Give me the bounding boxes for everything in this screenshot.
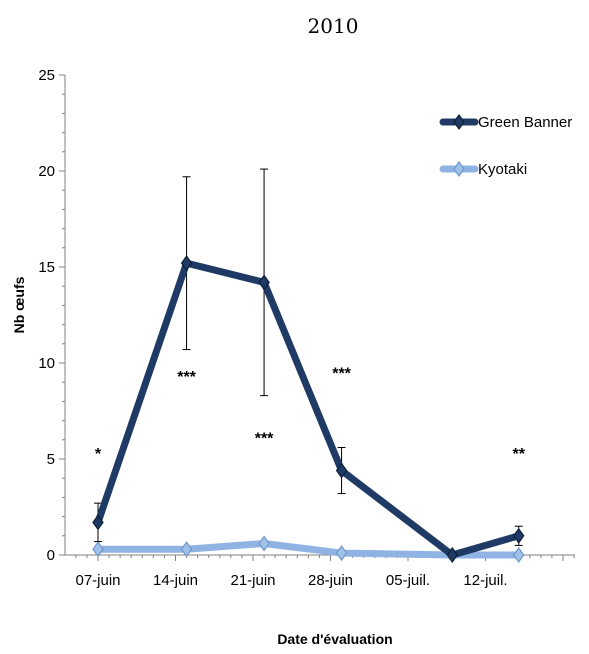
x-tick-label: 05-juil. bbox=[386, 572, 430, 589]
chart-title: 2010 bbox=[308, 14, 359, 38]
data-point-marker bbox=[180, 541, 193, 558]
legend-swatch-marker bbox=[453, 160, 465, 178]
x-tick-label: 28-juin bbox=[308, 572, 353, 589]
series-lines bbox=[92, 168, 525, 564]
data-point-marker bbox=[446, 546, 459, 564]
significance-label: * bbox=[95, 446, 102, 463]
data-point-marker bbox=[92, 514, 104, 531]
y-tick-label: 0 bbox=[47, 547, 55, 564]
x-tick-label: 07-juin bbox=[75, 572, 120, 589]
legend-swatch-marker bbox=[453, 113, 465, 131]
significance-label: ** bbox=[512, 446, 525, 463]
data-point-marker bbox=[180, 255, 193, 272]
significance-label: *** bbox=[332, 365, 351, 382]
y-tick-label: 5 bbox=[47, 451, 55, 468]
y-tick-label: 10 bbox=[38, 355, 55, 372]
data-point-marker bbox=[512, 527, 525, 544]
data-point-marker bbox=[258, 535, 270, 552]
legend: Green Banner Kyotaki bbox=[439, 113, 572, 178]
y-axis-label: Nb œufs bbox=[11, 276, 27, 333]
x-tick-labels: 07-juin 14-juin 21-juin 28-juin 05-juil. 12-j… bbox=[75, 572, 507, 589]
series-green-banner bbox=[92, 168, 525, 564]
y-tick-labels: 0 5 10 15 20 25 bbox=[38, 67, 55, 564]
significance-annotations: ************ bbox=[95, 365, 526, 463]
axes bbox=[59, 74, 575, 561]
legend-label: Green Banner bbox=[478, 114, 572, 131]
data-point-marker bbox=[92, 541, 104, 558]
significance-label: *** bbox=[255, 431, 274, 448]
x-tick-label: 12-juil. bbox=[463, 572, 507, 589]
x-tick-label: 21-juin bbox=[230, 572, 275, 589]
y-tick-label: 25 bbox=[38, 67, 55, 84]
legend-label: Kyotaki bbox=[478, 161, 527, 178]
x-tick-label: 14-juin bbox=[153, 572, 198, 589]
data-point-marker bbox=[335, 462, 348, 479]
series-line bbox=[94, 259, 523, 559]
y-tick-label: 15 bbox=[38, 259, 55, 276]
significance-label: *** bbox=[177, 369, 196, 386]
x-axis-label: Date d'évaluation bbox=[277, 631, 392, 647]
data-point-marker bbox=[335, 545, 348, 562]
series-kyotaki bbox=[92, 535, 525, 564]
y-tick-label: 20 bbox=[38, 163, 55, 180]
data-point-marker bbox=[512, 546, 525, 564]
data-point-marker bbox=[258, 274, 270, 291]
